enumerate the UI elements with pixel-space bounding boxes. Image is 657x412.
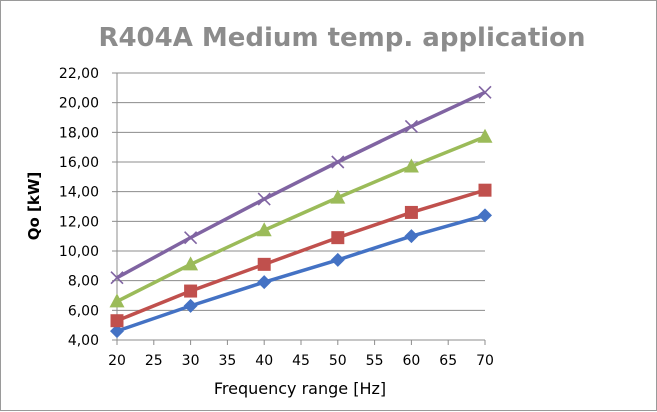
y-tick-label: 8,00 xyxy=(68,274,99,290)
data-point-x xyxy=(478,85,492,99)
data-point-square xyxy=(184,284,198,298)
chart-title: R404A Medium temp. application xyxy=(98,23,585,53)
x-tick-label: 45 xyxy=(292,353,310,369)
y-tick-label: 14,00 xyxy=(59,185,99,201)
y-tick-labels: 4,00 6,00 8,00 10,00 12,00 14,00 16,00 18,00 20,… xyxy=(59,66,99,349)
data-point-diamond xyxy=(330,252,345,267)
y-tick-label: 20,00 xyxy=(59,96,99,112)
data-point-square xyxy=(331,231,345,245)
x-tick-label: 30 xyxy=(182,353,200,369)
y-tick-label: 18,00 xyxy=(59,125,99,141)
y-tick-label: 22,00 xyxy=(59,66,99,82)
series-line-3 xyxy=(116,135,486,303)
data-point-diamond xyxy=(257,275,272,290)
x-tick-labels: 20 25 30 35 40 45 50 55 60 65 70 xyxy=(108,353,494,369)
x-tick-label: 55 xyxy=(366,353,384,369)
x-tick-label: 40 xyxy=(255,353,273,369)
data-point-square xyxy=(110,314,124,328)
data-point-diamond xyxy=(110,324,124,339)
x-tick-label: 65 xyxy=(439,353,457,369)
x-tick-label: 25 xyxy=(145,353,163,369)
y-tick-label: 6,00 xyxy=(68,303,99,319)
series-line-1 xyxy=(116,213,486,333)
y-tick-label: 4,00 xyxy=(68,333,99,349)
data-point-triangle xyxy=(477,128,493,143)
data-point-triangle xyxy=(109,293,125,308)
data-point-diamond xyxy=(478,208,492,223)
y-axis-label: Qo [kW] xyxy=(25,172,43,241)
data-point-triangle xyxy=(403,158,419,173)
data-point-x xyxy=(110,271,124,285)
data-point-square xyxy=(478,183,492,197)
y-tick-label: 12,00 xyxy=(59,214,99,230)
data-point-x xyxy=(331,155,345,169)
data-point-triangle xyxy=(183,256,199,271)
data-point-square xyxy=(404,205,418,219)
y-tick-label: 10,00 xyxy=(59,244,99,260)
data-point-x xyxy=(404,119,418,133)
x-tick-label: 60 xyxy=(402,353,420,369)
series-line-4 xyxy=(116,90,486,280)
y-tick-label: 16,00 xyxy=(59,155,99,171)
data-point-square xyxy=(257,257,271,271)
series-markers xyxy=(109,85,493,339)
data-point-x xyxy=(257,192,271,206)
series-lines xyxy=(116,90,486,333)
series-line-2 xyxy=(116,188,486,323)
data-point-triangle xyxy=(256,222,272,237)
x-axis-label: Frequency range [Hz] xyxy=(214,379,386,398)
axes xyxy=(112,72,486,345)
x-tick-label: 35 xyxy=(218,353,236,369)
data-point-diamond xyxy=(183,298,198,313)
x-tick-label: 50 xyxy=(329,353,347,369)
x-tick-label: 70 xyxy=(476,353,494,369)
data-point-x xyxy=(184,231,198,245)
data-point-diamond xyxy=(404,229,419,244)
data-point-triangle xyxy=(330,189,346,204)
x-tick-label: 20 xyxy=(108,353,126,369)
